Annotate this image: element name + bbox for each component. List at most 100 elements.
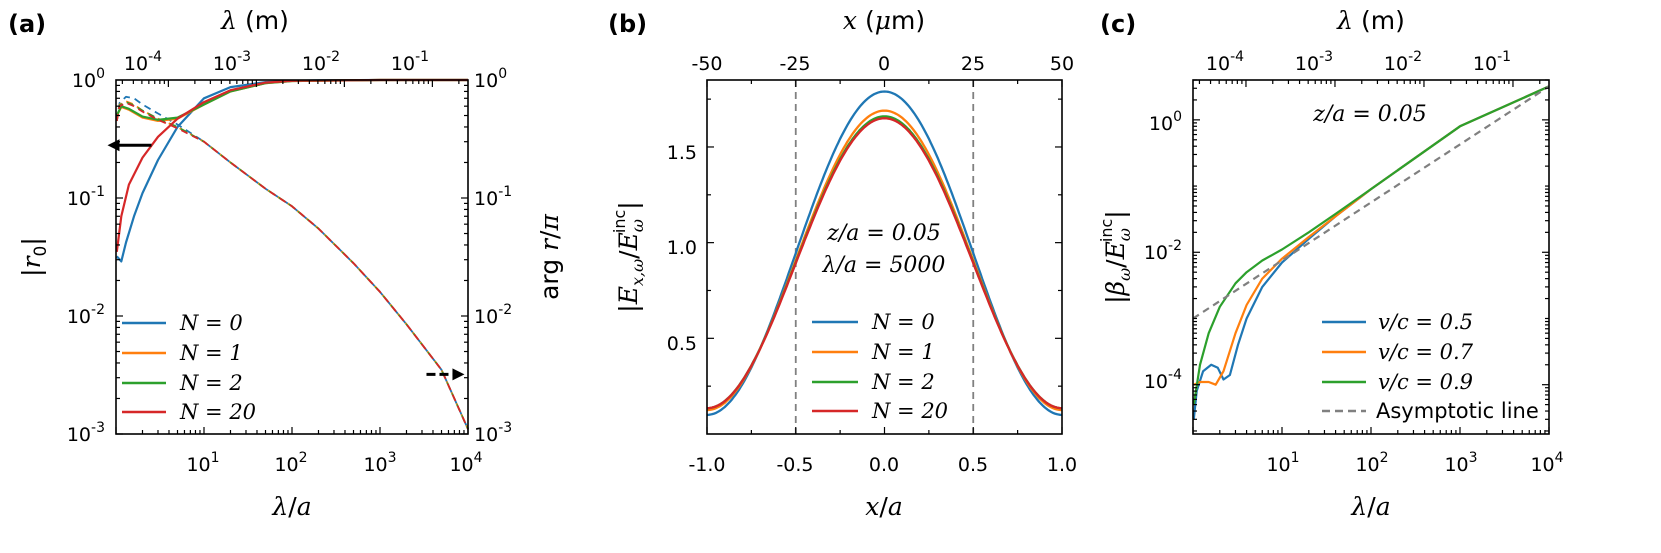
panel-b-top-xlabel: x (μm) — [843, 6, 925, 35]
panel-a-xtick-label: 102 — [274, 450, 307, 476]
panel-b-toptick-label: 0 — [878, 53, 890, 75]
panel-b-xtick-label: 1.0 — [1047, 454, 1077, 476]
tick-exp: -3 — [1319, 49, 1333, 65]
panel-b-ytick-label: 1.0 — [667, 237, 697, 259]
panel-b: (b) x (μm) -1.0 -0.5 0.0 0.5 1.0 -50 -25… — [608, 6, 1077, 521]
arrow-head — [107, 139, 120, 152]
tick-base: 10 — [67, 306, 91, 328]
tick-base: 10 — [1530, 454, 1554, 476]
panel-b-legend: N = 0 N = 1 N = 2 N = 20 — [812, 310, 948, 423]
panel-a: (a) λ (m) 101 102 103 104 10-4 10-3 10-2… — [8, 6, 564, 521]
tick-base: 10 — [1144, 371, 1168, 393]
tick-exp: 4 — [474, 450, 483, 466]
panel-c-label: (c) — [1100, 10, 1136, 38]
series-line — [1192, 85, 1550, 420]
series-line — [115, 78, 468, 263]
series-line — [115, 100, 469, 430]
panel-b-ylabel: |Ex,ω/Eωinc| — [610, 201, 647, 312]
tick-base: 10 — [1355, 454, 1379, 476]
panel-c-toptick-label: 10-1 — [1473, 49, 1511, 75]
tick-exp: -3 — [498, 420, 512, 436]
panel-a-lines — [115, 78, 469, 430]
panel-c-xtick-label: 103 — [1444, 450, 1477, 476]
panel-c-ylabel: |βω/Eωinc| — [1097, 210, 1134, 304]
panel-b-annotation: λ/a = 5000 — [822, 253, 946, 278]
tick-base: 10 — [67, 188, 91, 210]
panel-b-lines — [706, 90, 1063, 417]
panel-a-y2tick-label: 10-1 — [474, 184, 512, 210]
tick-base: 10 — [474, 424, 498, 446]
panel-a-top-xlabel: λ (m) — [220, 6, 289, 35]
tick-base: 10 — [1444, 454, 1468, 476]
panel-b-xtick-label: -1.0 — [688, 454, 725, 476]
panel-b-label: (b) — [608, 10, 647, 38]
tick-exp: 3 — [1469, 450, 1478, 466]
panel-c-annotation: z/a = 0.05 — [1312, 102, 1427, 127]
panel-c-toptick-label: 10-2 — [1384, 49, 1422, 75]
tick-exp: -4 — [1168, 367, 1182, 383]
panel-a-xtick-label: 101 — [186, 450, 219, 476]
tick-base: 10 — [363, 454, 387, 476]
panel-b-xtick-label: 0.5 — [958, 454, 988, 476]
tick-base: 10 — [302, 53, 326, 75]
tick-base: 10 — [1295, 53, 1319, 75]
panel-a-arrows — [107, 139, 465, 381]
panel-c-xtick-label: 101 — [1266, 450, 1299, 476]
panel-a-frame — [115, 79, 469, 435]
tick-exp: -4 — [1230, 49, 1244, 65]
tick-base: 10 — [391, 53, 415, 75]
tick-exp: 2 — [299, 450, 308, 466]
tick-base: 10 — [274, 454, 298, 476]
panel-c-frame — [1192, 79, 1550, 435]
panel-a-xtick-label: 104 — [449, 450, 482, 476]
series-line — [115, 102, 469, 430]
panel-a-ticks — [115, 80, 469, 435]
tick-base: 10 — [186, 454, 210, 476]
legend-label: N = 20 — [871, 399, 948, 423]
panel-c-lines — [1192, 85, 1550, 420]
tick-base: 10 — [1384, 53, 1408, 75]
legend-label: N = 1 — [871, 340, 935, 364]
legend-label: N = 2 — [871, 370, 935, 394]
tick-exp: -1 — [91, 184, 105, 200]
panel-c-toptick-label: 10-4 — [1206, 49, 1244, 75]
panel-c-xtick-label: 104 — [1530, 450, 1563, 476]
tick-base: 10 — [474, 188, 498, 210]
panel-a-toptick-label: 10-1 — [391, 49, 429, 75]
series-line — [115, 101, 469, 430]
panel-c: (c) λ (m) 101 102 103 104 10-4 10-3 10-2… — [1097, 6, 1564, 521]
panel-a-toptick-label: 10-2 — [302, 49, 340, 75]
legend-label: N = 2 — [179, 371, 243, 395]
series-line — [1193, 85, 1550, 386]
tick-exp: 0 — [96, 66, 105, 82]
panel-c-ytick-label: 100 — [1149, 109, 1182, 135]
tick-exp: -1 — [415, 49, 429, 65]
panel-b-xtick-label: 0.0 — [869, 454, 899, 476]
panel-a-y2tick-label: 10-2 — [474, 302, 512, 328]
panel-c-toptick-label: 10-3 — [1295, 49, 1333, 75]
panel-c-top-xlabel: λ (m) — [1336, 6, 1405, 35]
tick-exp: -3 — [237, 49, 251, 65]
panel-a-toptick-label: 10-3 — [213, 49, 251, 75]
panel-a-legend: N = 0 N = 1 N = 2 N = 20 — [122, 311, 256, 424]
arrow-head — [452, 368, 465, 381]
tick-base: 10 — [1266, 454, 1290, 476]
tick-base: 10 — [474, 70, 498, 92]
tick-base: 10 — [67, 424, 91, 446]
panel-b-annotation: z/a = 0.05 — [826, 221, 941, 246]
panel-a-xlabel: λ/a — [271, 492, 311, 521]
tick-base: 10 — [124, 53, 148, 75]
panel-b-xtick-label: -0.5 — [776, 454, 813, 476]
panel-a-toptick-label: 10-4 — [124, 49, 162, 75]
tick-exp: 2 — [1380, 450, 1389, 466]
legend-label: v/c = 0.7 — [1378, 340, 1474, 364]
tick-exp: 4 — [1555, 450, 1564, 466]
tick-exp: -2 — [91, 302, 105, 318]
panel-a-xtick-label: 103 — [363, 450, 396, 476]
tick-base: 10 — [474, 306, 498, 328]
tick-exp: -2 — [1408, 49, 1422, 65]
tick-base: 10 — [449, 454, 473, 476]
panel-c-ticks — [1192, 79, 1550, 434]
series-line — [1192, 85, 1550, 320]
